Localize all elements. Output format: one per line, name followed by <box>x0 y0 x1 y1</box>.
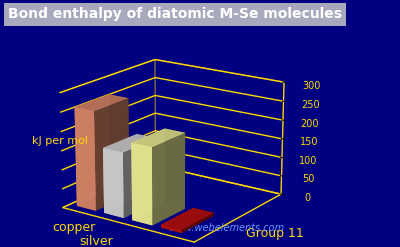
Text: Bond enthalpy of diatomic M-Se molecules: Bond enthalpy of diatomic M-Se molecules <box>8 7 342 21</box>
